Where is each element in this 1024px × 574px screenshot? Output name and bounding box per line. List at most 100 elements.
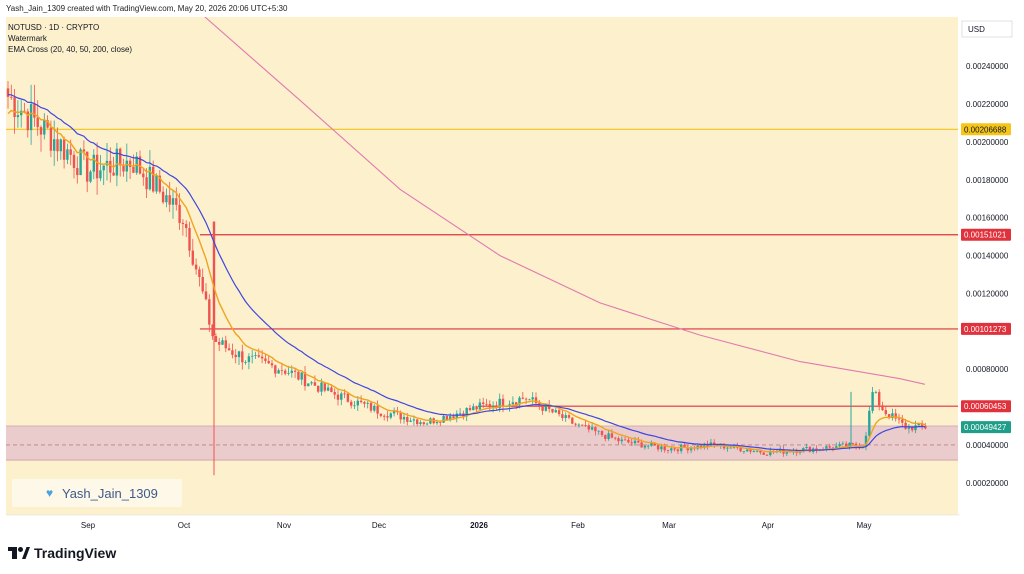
candle-body bbox=[699, 445, 703, 448]
price-level-label-0-bg bbox=[961, 123, 1011, 136]
candle-body bbox=[102, 165, 105, 171]
candle-body bbox=[363, 402, 366, 404]
candle-body bbox=[798, 452, 802, 454]
candle-body bbox=[16, 115, 20, 118]
candle-body bbox=[109, 160, 112, 173]
candle-body bbox=[119, 148, 122, 166]
x-tick-label: May bbox=[856, 521, 871, 530]
candle-body bbox=[907, 426, 911, 429]
candle-body bbox=[835, 446, 838, 450]
candle-body bbox=[564, 415, 567, 418]
candle-body bbox=[165, 195, 168, 203]
candle-body bbox=[610, 433, 614, 438]
candle-body bbox=[39, 127, 43, 135]
candle-body bbox=[607, 433, 610, 439]
candle-body bbox=[749, 449, 752, 452]
x-tick-label: 2026 bbox=[470, 521, 488, 530]
candle-body bbox=[158, 175, 161, 192]
candle-body bbox=[211, 324, 214, 337]
candle-body bbox=[739, 447, 742, 452]
candle-body bbox=[300, 372, 303, 380]
candle-body bbox=[901, 419, 904, 423]
candle-body bbox=[627, 439, 630, 443]
candle-body bbox=[878, 392, 881, 406]
candle-body bbox=[379, 413, 383, 416]
candle-body bbox=[356, 400, 359, 406]
candle-body bbox=[577, 424, 581, 426]
candle-body bbox=[571, 417, 574, 424]
candle-body bbox=[260, 356, 264, 359]
candle-body bbox=[650, 442, 653, 446]
candle-body bbox=[917, 423, 920, 426]
candle-body bbox=[99, 170, 102, 179]
candle-body bbox=[742, 451, 746, 453]
support-zone bbox=[6, 426, 958, 461]
price-level-label-2: 0.00101273 bbox=[964, 325, 1007, 334]
candle-body bbox=[320, 382, 323, 392]
candle-body bbox=[871, 392, 874, 411]
candle-body bbox=[600, 430, 604, 436]
candle-body bbox=[482, 402, 485, 404]
candle-body bbox=[69, 149, 72, 155]
candle-body bbox=[326, 387, 330, 391]
candle-body bbox=[831, 447, 835, 450]
candle-body bbox=[416, 419, 419, 425]
candle-body bbox=[755, 450, 759, 452]
candle-body bbox=[594, 427, 597, 432]
candle-body bbox=[495, 405, 498, 408]
indicator-legend: EMA Cross (20, 40, 50, 200, close) bbox=[8, 45, 133, 54]
candle-body bbox=[333, 392, 336, 395]
candle-body bbox=[491, 405, 495, 408]
candle-body bbox=[825, 446, 828, 450]
author-watermark: ♥ Yash_Jain_1309 bbox=[12, 479, 182, 507]
candle-body bbox=[518, 397, 521, 405]
heart-icon: ♥ bbox=[46, 486, 54, 500]
candle-body bbox=[46, 120, 49, 128]
candle-body bbox=[43, 120, 46, 135]
candle-body bbox=[729, 447, 732, 449]
candle-body bbox=[155, 175, 158, 192]
watermark-legend: Watermark bbox=[8, 34, 47, 43]
chart-area[interactable]: USD0.000200000.000400000.000600000.00080… bbox=[0, 17, 1019, 537]
candle-body bbox=[82, 149, 86, 152]
candle-body bbox=[848, 443, 851, 448]
price-chart[interactable]: USD0.000200000.000400000.000600000.00080… bbox=[0, 17, 1019, 537]
candle-body bbox=[524, 398, 528, 400]
candle-body bbox=[168, 195, 171, 205]
candle-body bbox=[287, 372, 290, 374]
x-tick-label: Sep bbox=[81, 521, 96, 530]
candle-body bbox=[769, 450, 772, 456]
candle-body bbox=[161, 191, 165, 203]
candle-body bbox=[307, 383, 310, 387]
candle-body bbox=[402, 416, 406, 420]
candle-body bbox=[353, 405, 356, 407]
y-tick-label: 0.00160000 bbox=[966, 214, 1009, 223]
candle-body bbox=[673, 448, 676, 450]
last-price-label-bg bbox=[961, 421, 1011, 434]
candle-body bbox=[218, 341, 221, 345]
candle-body bbox=[561, 414, 564, 418]
candle-body bbox=[76, 168, 79, 176]
candle-body bbox=[373, 405, 376, 411]
candle-body bbox=[881, 405, 884, 411]
candle-body bbox=[178, 204, 181, 223]
candle-body bbox=[274, 365, 277, 374]
candle-body bbox=[6, 88, 10, 97]
candle-body bbox=[340, 393, 343, 400]
candle-body bbox=[630, 442, 633, 444]
candle-body bbox=[604, 435, 607, 439]
candle-body bbox=[419, 422, 422, 425]
symbol-legend: NOTUSD · 1D · CRYPTO bbox=[8, 23, 100, 32]
candle-body bbox=[20, 110, 23, 116]
candle-body bbox=[746, 449, 749, 452]
candle-body bbox=[323, 382, 326, 391]
time-axis[interactable] bbox=[0, 515, 1019, 537]
candle-body bbox=[544, 404, 548, 411]
candle-body bbox=[689, 447, 693, 451]
candle-body bbox=[551, 408, 554, 413]
candle-body bbox=[247, 356, 251, 363]
candle-body bbox=[779, 448, 782, 452]
candle-body bbox=[293, 370, 297, 372]
candle-body bbox=[227, 348, 231, 351]
currency-label: USD bbox=[968, 25, 985, 34]
